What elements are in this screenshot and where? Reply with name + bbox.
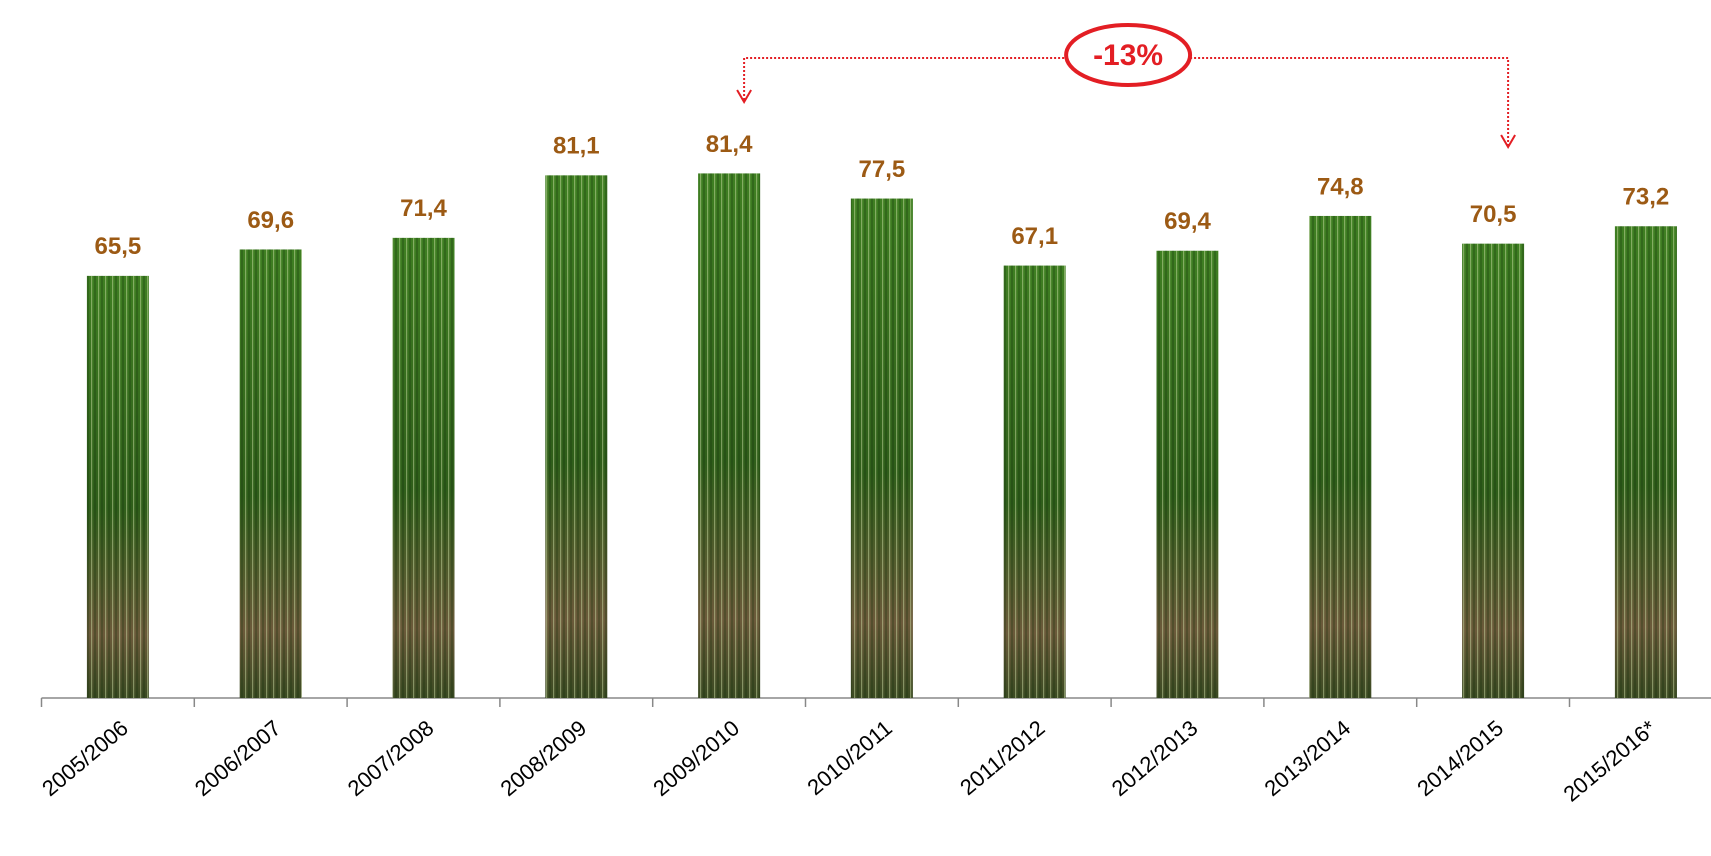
bar-texture <box>239 249 302 698</box>
value-label: 69,4 <box>1164 208 1211 235</box>
x-tick-label: 2008/2009 <box>496 715 592 801</box>
x-tick-label: 2006/2007 <box>190 715 286 801</box>
arrow-head <box>1500 134 1516 149</box>
x-tick-label: 2011/2012 <box>955 715 1049 800</box>
value-label: 77,5 <box>859 156 906 183</box>
x-tick-label: 2009/2010 <box>648 715 744 801</box>
x-tick-label: 2012/2013 <box>1107 715 1203 801</box>
value-label: 69,6 <box>247 207 294 234</box>
bar-texture <box>1462 243 1525 698</box>
bar-texture <box>86 275 149 698</box>
x-tick-label: 2015/2016* <box>1559 715 1662 807</box>
x-tick-label: 2013/2014 <box>1260 715 1356 801</box>
value-label: 70,5 <box>1470 201 1517 228</box>
value-label: 65,5 <box>95 233 142 260</box>
value-label: 73,2 <box>1623 184 1670 211</box>
bar-texture <box>1003 265 1066 698</box>
x-tick-label: 2010/2011 <box>802 715 896 800</box>
bar-texture <box>392 237 455 698</box>
value-label: 74,8 <box>1317 173 1364 200</box>
value-label: 71,4 <box>400 195 447 222</box>
value-label: 81,4 <box>706 131 753 158</box>
value-label: 81,1 <box>553 133 600 160</box>
bar-texture <box>1156 250 1219 698</box>
annotation-text: -13% <box>1093 39 1163 72</box>
annotation-ellipse <box>1064 23 1193 87</box>
x-tick-label: 2007/2008 <box>343 715 439 801</box>
arrow-head <box>736 89 752 104</box>
bar-texture <box>698 173 761 698</box>
bar-texture <box>1309 215 1372 698</box>
bar-texture <box>850 198 913 699</box>
x-tick-label: 2014/2015 <box>1412 715 1508 801</box>
value-label: 67,1 <box>1011 223 1058 250</box>
bar-texture <box>1614 226 1677 698</box>
bar-texture <box>545 175 608 698</box>
x-tick-label: 2005/2006 <box>37 715 133 801</box>
